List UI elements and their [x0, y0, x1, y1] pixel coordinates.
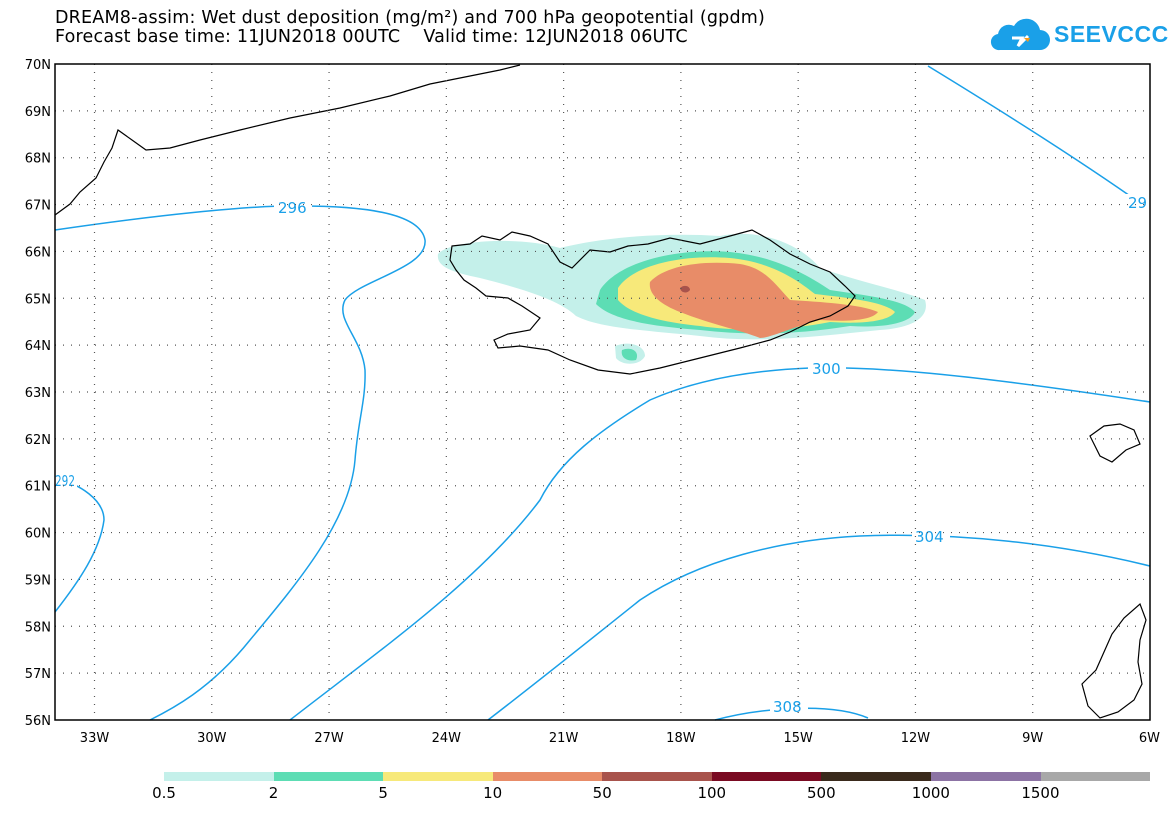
map-frame: [54, 63, 1151, 721]
colorbar-label: 0.5: [152, 784, 176, 802]
lon-tick-label: 27W: [314, 731, 344, 746]
colorbar-label: 2: [268, 784, 279, 802]
contour-label-304: 304: [915, 528, 944, 546]
chart-title: DREAM8-assim: Wet dust deposition (mg/m²…: [55, 8, 766, 28]
lat-tick-label: 60N: [25, 527, 51, 542]
lat-tick-label: 58N: [25, 620, 51, 635]
lon-tick-label: 12W: [901, 731, 931, 746]
lon-tick-label: 30W: [197, 731, 227, 746]
dust-band-2-spot: [621, 348, 638, 361]
colorbar-swatch: [1040, 772, 1151, 781]
contour-300-line: [289, 367, 1151, 721]
lat-tick-label: 65N: [25, 292, 51, 307]
colorbar-label: 10: [483, 784, 503, 802]
contour-304-line: [487, 534, 1151, 721]
colorbar-swatch: [602, 772, 712, 781]
lat-tick-label: 68N: [25, 152, 51, 167]
lat-tick-label: 70N: [25, 58, 51, 73]
iceland-coastline: [449, 229, 856, 375]
contour-label-29x: 29: [1128, 194, 1147, 212]
lat-tick-label: 66N: [25, 245, 51, 260]
chart-subtitle: Forecast base time: 11JUN2018 00UTC Vali…: [55, 27, 688, 47]
colorbar-swatch: [821, 772, 931, 781]
lat-tick-label: 62N: [25, 433, 51, 448]
colorbar-label: 50: [592, 784, 612, 802]
contour-label-300: 300: [812, 360, 841, 378]
colorbar: [164, 772, 1151, 781]
lat-tick-label: 57N: [25, 667, 51, 682]
scotland-coastline: [1081, 602, 1147, 719]
dust-band-50-spot: [680, 285, 690, 293]
contour-29x-line: [927, 65, 1151, 211]
lon-tick-label: 24W: [432, 731, 462, 746]
graticule: [55, 64, 1150, 720]
lat-tick-label: 59N: [25, 573, 51, 588]
lon-tick-label: 33W: [80, 731, 110, 746]
map-axes: 70N 69N 68N 67N 66N 65N 64N 63N 62N 61N 60N 59N 58N 5…: [25, 58, 1160, 746]
colorbar-swatch: [492, 772, 603, 781]
seevccc-logo: SEEVCCC: [988, 16, 1168, 56]
lon-tick-label: 6W: [1139, 731, 1160, 746]
logo-text: SEEVCCC: [1054, 21, 1169, 47]
lat-tick-label: 61N: [25, 480, 51, 495]
lat-tick-label: 69N: [25, 105, 51, 120]
lat-tick-label: 67N: [25, 199, 51, 214]
colorbar-swatch: [930, 772, 1041, 781]
lat-tick-label: 64N: [25, 339, 51, 354]
contour-label-296: 296: [278, 199, 307, 217]
contour-296-line: [54, 205, 426, 721]
lon-tick-label: 18W: [666, 731, 696, 746]
colorbar-label: 1500: [1021, 784, 1060, 802]
contour-label-308: 308: [773, 698, 802, 716]
colorbar-swatch: [383, 772, 493, 781]
colorbar-swatch: [164, 772, 274, 781]
contour-labels: 296 300 304 308 292 29: [55, 194, 1150, 716]
contour-label-292: 292: [55, 472, 75, 490]
faroe-coastline: [1089, 423, 1141, 463]
colorbar-swatch: [273, 772, 384, 781]
colorbar-swatch: [711, 772, 822, 781]
greenland-coastline: [54, 64, 521, 216]
colorbar-label: 500: [807, 784, 836, 802]
lon-tick-label: 9W: [1022, 731, 1043, 746]
lat-tick-label: 63N: [25, 386, 51, 401]
colorbar-label: 5: [378, 784, 388, 802]
dust-deposition-layer: [437, 233, 926, 364]
colorbar-label: 100: [697, 784, 727, 802]
lon-tick-label: 15W: [783, 731, 813, 746]
contour-292-line: [54, 477, 105, 613]
geopotential-contours: [54, 65, 1151, 721]
lat-tick-label: 56N: [25, 714, 51, 729]
colorbar-label: 1000: [911, 784, 950, 802]
lon-tick-label: 21W: [549, 731, 579, 746]
cloud-icon: [990, 18, 1050, 51]
coastline-layer: [54, 64, 1147, 719]
